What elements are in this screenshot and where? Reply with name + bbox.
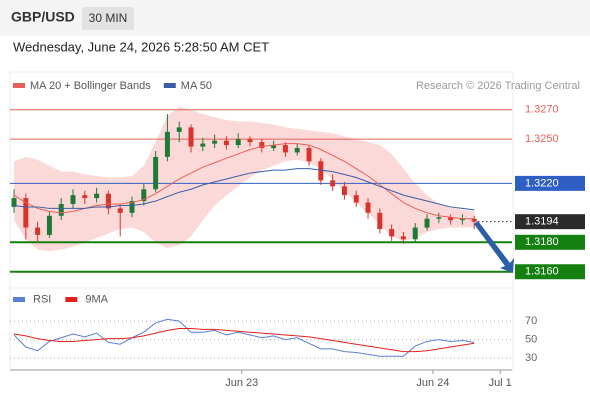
candle-body: [282, 145, 288, 153]
legend-swatch: [65, 297, 78, 302]
rsi-line: [13, 318, 475, 357]
candle-body: [235, 139, 241, 146]
level-label: 1.3194: [525, 216, 559, 228]
candle-body: [188, 127, 194, 147]
level-box: [515, 175, 585, 191]
candle-body: [365, 202, 371, 213]
candle-body: [94, 193, 100, 199]
candle-body: [176, 127, 182, 132]
candle-body: [448, 217, 454, 221]
candle-body: [129, 201, 135, 213]
legend-swatch: [13, 83, 25, 88]
legend-label: MA 50: [181, 80, 212, 92]
candle-body: [212, 140, 218, 144]
candle-body: [164, 131, 170, 157]
y-tick-label: 50: [525, 334, 537, 346]
candle-body: [436, 217, 442, 219]
level-box: [515, 214, 585, 230]
legend-swatch: [13, 297, 25, 302]
candle-body: [330, 180, 336, 187]
legend-label: RSI: [33, 293, 51, 305]
x-tick-label: Jun 24: [416, 377, 449, 389]
level-label: 1.3250: [525, 133, 559, 145]
datetime: Wednesday, June 24, 2026 5:28:50 AM CET: [13, 39, 269, 54]
candle-body: [259, 142, 265, 149]
candle-body: [389, 229, 395, 237]
x-tick-label: Jun 23: [225, 377, 258, 389]
level-label: 1.3220: [525, 177, 559, 189]
candle-body: [141, 189, 147, 202]
bollinger-band: [14, 106, 475, 252]
y-tick-label: 70: [525, 315, 537, 327]
candle-body: [424, 218, 430, 228]
candle-body: [271, 145, 277, 149]
candle-body: [318, 161, 324, 181]
rsi-line: [13, 328, 475, 353]
candle-body: [35, 227, 41, 235]
candle-body: [247, 139, 253, 143]
candle-body: [105, 193, 111, 209]
level-box: [515, 264, 585, 280]
timeframe-button[interactable]: [82, 7, 134, 30]
y-tick-label: 30: [525, 352, 537, 364]
x-tick-label: Jul 1: [489, 377, 512, 389]
ma-line: [13, 143, 475, 220]
candle-body: [223, 140, 229, 146]
level-label: 1.3180: [525, 236, 559, 248]
candle-body: [70, 195, 76, 204]
ma-line: [13, 168, 475, 211]
symbol: GBP/USD: [11, 9, 75, 25]
candle-body: [153, 156, 159, 190]
legend-swatch: [163, 83, 176, 88]
level-label: 1.3160: [525, 266, 559, 278]
candle-body: [200, 143, 206, 147]
legend-label: MA 20 + Bollinger Bands: [30, 80, 151, 92]
candle-body: [294, 148, 300, 153]
candle-body: [341, 186, 347, 196]
candle-body: [471, 218, 477, 222]
candle-body: [117, 208, 123, 213]
candle-body: [23, 198, 29, 228]
candle-body: [459, 218, 465, 221]
candle-body: [46, 215, 52, 235]
candle-body: [58, 203, 64, 216]
legend-label: 9MA: [85, 293, 108, 305]
credit: Research © 2026 Trading Central: [416, 80, 580, 92]
candle-body: [400, 236, 406, 240]
candle-body: [11, 198, 17, 207]
level-box: [515, 234, 585, 250]
timeframe[interactable]: 30 MIN: [89, 11, 128, 25]
forecast-arrow: [474, 221, 514, 273]
candle-body: [353, 195, 359, 203]
level-label: 1.3270: [525, 104, 559, 116]
candle-body: [377, 212, 383, 230]
candle-body: [412, 227, 418, 240]
candle-body: [306, 148, 312, 162]
candle-body: [82, 195, 88, 199]
